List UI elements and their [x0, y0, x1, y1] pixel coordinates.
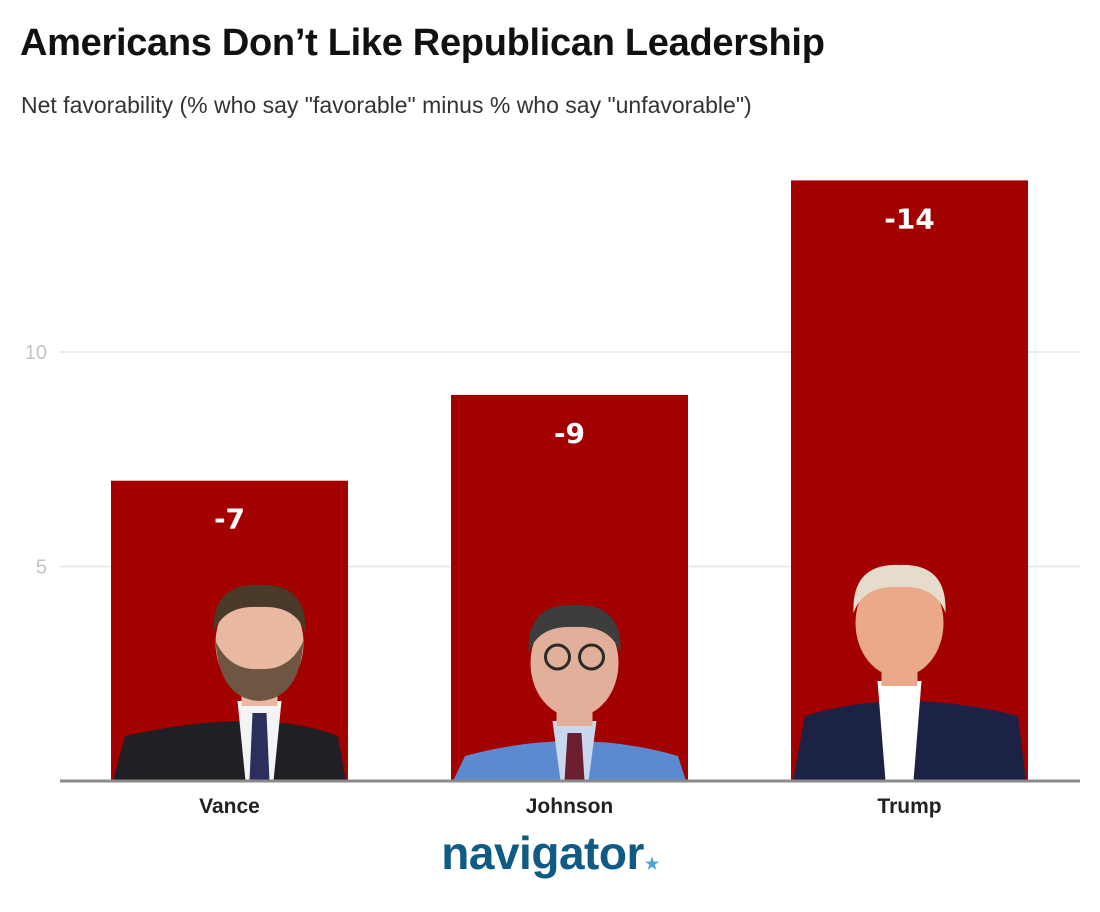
y-tick-label: 5 — [36, 557, 47, 579]
tie — [249, 713, 270, 781]
suit — [113, 721, 346, 781]
logo-text: navigator — [441, 827, 644, 879]
hair — [213, 584, 306, 633]
chart-title: Americans Don’t Like Republican Leadersh… — [20, 22, 825, 64]
data-label: -7 — [214, 503, 245, 536]
x-tick-label: Trump — [877, 795, 941, 818]
head — [855, 569, 944, 677]
portrait-vance — [113, 584, 346, 781]
chart-subtitle: Net favorability (% who say "favorable" … — [21, 92, 752, 118]
data-label: -14 — [884, 202, 935, 235]
glasses — [578, 643, 605, 671]
shirt — [877, 681, 922, 781]
portrait-johnson — [453, 604, 686, 781]
x-tick-labels: Vance Johnson Trump — [199, 795, 941, 818]
star-icon: ★ — [644, 856, 659, 873]
y-tick-label: 10 — [25, 342, 47, 364]
bars: -7 -9 -14 — [111, 180, 1028, 781]
data-label: -9 — [554, 417, 585, 450]
tie — [564, 733, 585, 781]
head — [530, 609, 619, 717]
portrait-trump — [793, 564, 1026, 781]
beard — [215, 641, 304, 701]
hair — [853, 564, 946, 613]
navigator-logo: navigator★ — [0, 826, 1100, 880]
x-tick-label: Vance — [199, 795, 260, 818]
glasses — [544, 643, 571, 671]
hair — [528, 604, 621, 653]
x-tick-label: Johnson — [526, 795, 614, 818]
